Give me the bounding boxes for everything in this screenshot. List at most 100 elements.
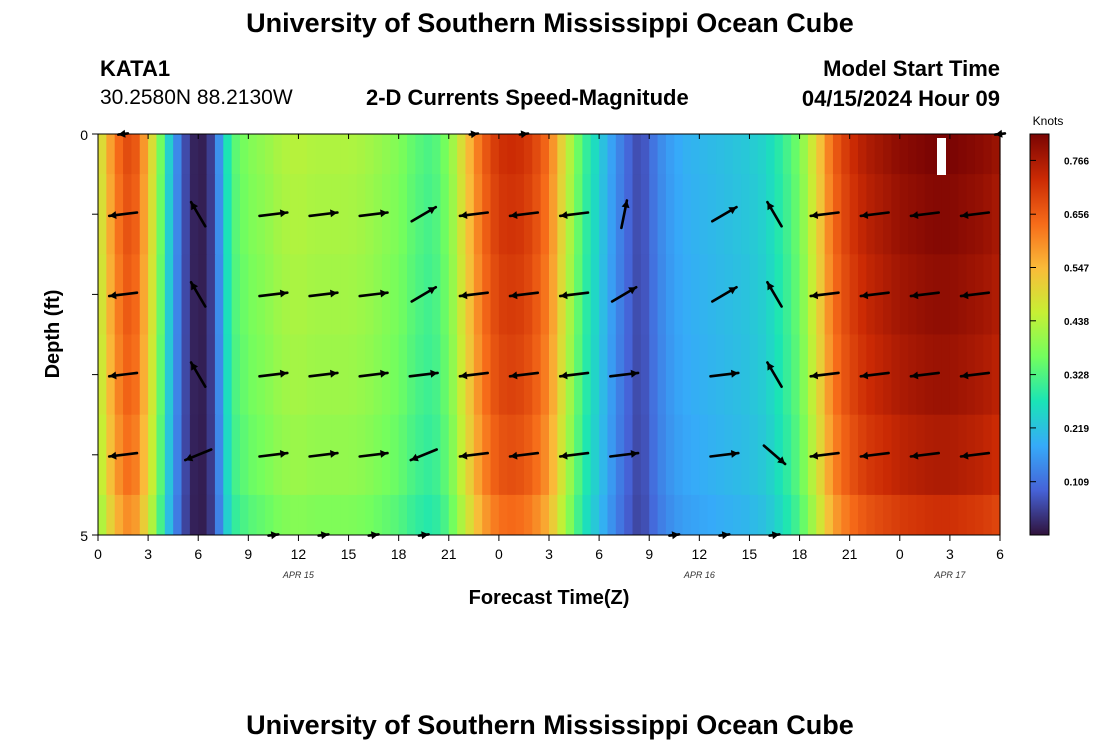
heatmap-cell xyxy=(265,134,274,175)
current-vector-head xyxy=(427,287,436,295)
heatmap-cell xyxy=(949,334,959,416)
heatmap-cell xyxy=(632,334,642,416)
heatmap-cell xyxy=(340,414,350,496)
heatmap-cell xyxy=(582,494,592,536)
heatmap-cell xyxy=(924,494,934,536)
x-tick-label: 6 xyxy=(194,546,202,562)
heatmap-cell xyxy=(457,134,467,175)
heatmap-cell xyxy=(498,254,508,335)
heatmap-cell xyxy=(490,254,500,335)
heatmap-cell xyxy=(248,414,258,496)
heatmap-cell xyxy=(782,254,792,335)
heatmap-cell xyxy=(924,134,934,175)
heatmap-cell xyxy=(156,414,166,496)
heatmap-cell xyxy=(515,134,525,175)
heatmap-cell xyxy=(440,174,450,255)
heatmap-cell xyxy=(724,254,734,335)
heatmap-cell xyxy=(941,174,951,255)
current-speed-chart: 0 5 Depth (ft) 0 3 6 9 12 15 18 21 0 3 6 9 12 15 18 21 0… xyxy=(42,114,1089,609)
heatmap-cell xyxy=(682,494,692,536)
heatmap-cell xyxy=(590,494,600,536)
heatmap-cell xyxy=(858,494,867,536)
heatmap-cell xyxy=(574,494,584,536)
heatmap-cell xyxy=(407,134,416,175)
heatmap-cell xyxy=(774,134,784,175)
colorbar xyxy=(1029,133,1050,536)
heatmap-cell xyxy=(649,254,659,335)
heatmap-cell xyxy=(323,134,333,175)
heatmap-cell xyxy=(239,134,249,175)
heatmap-cell xyxy=(131,334,141,416)
heatmap-cell xyxy=(549,174,558,255)
current-vector-head xyxy=(810,291,819,300)
heatmap-cell xyxy=(690,494,700,536)
current-vector-head xyxy=(330,369,338,378)
heatmap-cell xyxy=(816,134,826,175)
heatmap-cell xyxy=(540,134,550,175)
heatmap-cell xyxy=(682,254,692,335)
heatmap-cell xyxy=(281,134,291,175)
heatmap-cell xyxy=(490,414,500,496)
heatmap-cell xyxy=(223,334,233,416)
heatmap-cell xyxy=(599,174,609,255)
heatmap-cell xyxy=(331,134,341,175)
heatmap-cell xyxy=(440,134,450,175)
current-vector-head xyxy=(777,456,786,464)
y-tick-label-bottom: 5 xyxy=(80,528,88,544)
heatmap-cell xyxy=(690,254,700,335)
heatmap-cell xyxy=(682,414,692,496)
heatmap-cell xyxy=(114,134,124,175)
station-coordinates: 30.2580N 88.2130W xyxy=(100,86,293,109)
heatmap-cell xyxy=(473,494,483,536)
current-vector-head xyxy=(910,451,919,460)
heatmap-cell xyxy=(791,494,801,536)
heatmap-cell xyxy=(991,254,1001,335)
heatmap-cell xyxy=(448,334,458,416)
heatmap-cell xyxy=(941,254,951,335)
x-tick-label: 15 xyxy=(742,546,758,562)
colorbar-tick-label: 0.547 xyxy=(1064,264,1089,275)
heatmap-cell xyxy=(557,494,567,536)
heatmap-cell xyxy=(239,174,249,255)
heatmap-cell xyxy=(607,134,617,175)
heatmap-cell xyxy=(883,254,893,335)
heatmap-cell xyxy=(131,414,141,496)
heatmap-cell xyxy=(156,174,166,255)
heatmap-cell xyxy=(891,174,901,255)
heatmap-cell xyxy=(248,254,258,335)
heatmap-cell xyxy=(549,254,558,335)
heatmap-cell xyxy=(290,494,300,536)
heatmap-cell xyxy=(390,494,400,536)
heatmap-cell xyxy=(983,134,993,175)
heatmap-cell xyxy=(590,174,600,255)
heatmap-cell xyxy=(532,494,542,536)
heatmap-cell xyxy=(198,254,208,335)
heatmap-cell xyxy=(799,174,809,255)
heatmap-cell xyxy=(774,414,784,496)
heatmap-cell xyxy=(657,174,667,255)
heatmap-cell xyxy=(841,334,851,416)
current-vector-head xyxy=(728,207,737,215)
heatmap-cell xyxy=(532,334,542,416)
heatmap-cell xyxy=(899,134,909,175)
heatmap-cell xyxy=(699,134,709,175)
heatmap-cell xyxy=(98,134,107,175)
heatmap-cell xyxy=(365,494,375,536)
heatmap-cell xyxy=(164,174,174,255)
heatmap-cell xyxy=(173,494,183,536)
heatmap-cell xyxy=(841,174,851,255)
heatmap-cell xyxy=(941,414,951,496)
heatmap-cell xyxy=(757,174,767,255)
heatmap-cell xyxy=(189,494,199,536)
heatmap-cell xyxy=(231,174,241,255)
heatmap-cell xyxy=(415,254,425,335)
heatmap-cell xyxy=(248,334,258,416)
heatmap-cell xyxy=(766,174,776,255)
heatmap-cell xyxy=(131,174,141,255)
heatmap-cell xyxy=(164,254,174,335)
heatmap-cell xyxy=(131,494,141,536)
heatmap-cell xyxy=(766,254,776,335)
heatmap-cell xyxy=(657,134,667,175)
heatmap-cell xyxy=(741,254,751,335)
heatmap-cell xyxy=(832,134,842,175)
